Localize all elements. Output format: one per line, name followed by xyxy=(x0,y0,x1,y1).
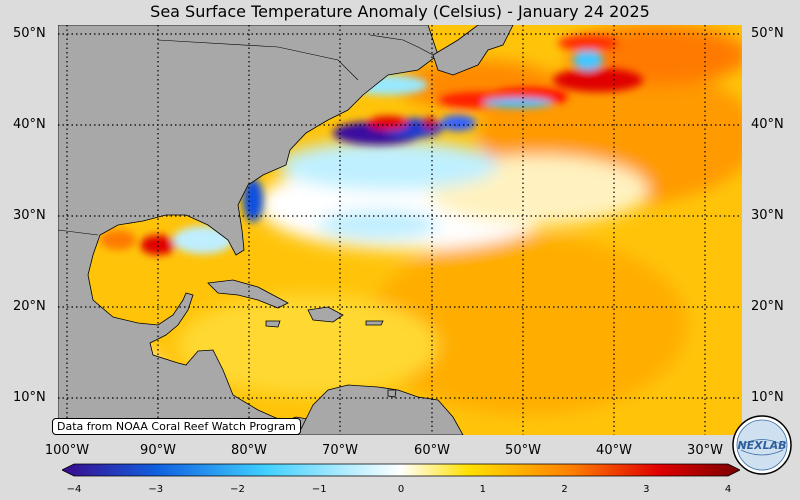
jamaica-land xyxy=(265,320,281,328)
data-source-note: Data from NOAA Coral Reef Watch Program xyxy=(52,418,301,435)
lon-label-30w: 30°W xyxy=(687,443,723,458)
graticule xyxy=(58,25,742,435)
us-mexico-border xyxy=(58,229,99,236)
lon-label-100w: 100°W xyxy=(44,443,90,458)
lat-label-30n-right: 30°N xyxy=(751,208,784,223)
colorbar-tick-label: −3 xyxy=(148,484,164,495)
lat-label-10n-right: 10°N xyxy=(751,390,784,405)
lat-label-20n-right: 20°N xyxy=(751,299,784,314)
logo-text: NEXLAB xyxy=(737,439,786,452)
lon-label-70w: 70°W xyxy=(322,443,358,458)
colorbar-bar xyxy=(61,463,741,477)
colorbar-graphic xyxy=(61,463,741,477)
colorbar-tick-label: −4 xyxy=(66,484,82,495)
nexlab-logo-icon: NEXLAB xyxy=(732,415,792,475)
colorbar-tick-label: 4 xyxy=(724,484,732,495)
map-title: Sea Surface Temperature Anomaly (Celsius… xyxy=(150,2,650,21)
lat-label-10n-left: 10°N xyxy=(13,390,46,405)
lon-label-90w: 90°W xyxy=(140,443,176,458)
colorbar-tick-label: 0 xyxy=(397,484,405,495)
puerto-rico-land xyxy=(365,320,384,326)
colorbar-tick-label: 1 xyxy=(479,484,486,495)
nexlab-logo: NEXLAB xyxy=(731,414,793,476)
north-america-land xyxy=(58,25,439,435)
lat-label-50n-right: 50°N xyxy=(751,26,784,41)
south-america-land xyxy=(297,384,464,435)
newfoundland-land xyxy=(432,25,514,76)
lon-label-50w: 50°W xyxy=(505,443,541,458)
state-border xyxy=(369,34,434,56)
anomaly-map-canvas xyxy=(58,25,742,435)
border-lines xyxy=(157,39,359,81)
colorbar-tick-label: 2 xyxy=(561,484,568,495)
lon-label-80w: 80°W xyxy=(231,443,267,458)
lat-label-30n-left: 30°N xyxy=(13,208,46,223)
anomaly-map[interactable] xyxy=(58,25,742,435)
colorbar xyxy=(61,462,741,477)
colorbar-tick-label: −2 xyxy=(230,484,245,495)
lon-label-60w: 60°W xyxy=(414,443,450,458)
colorbar-tick-label: −1 xyxy=(311,484,327,495)
colorbar-tick-label: 3 xyxy=(643,484,650,495)
anomaly-features xyxy=(73,35,643,395)
trinidad-land xyxy=(387,389,397,398)
lon-label-40w: 40°W xyxy=(596,443,632,458)
land-masses xyxy=(58,25,514,435)
lat-label-40n-right: 40°N xyxy=(751,117,784,132)
lat-label-50n-left: 50°N xyxy=(13,26,46,41)
lat-label-40n-left: 40°N xyxy=(13,117,46,132)
lat-label-20n-left: 20°N xyxy=(13,299,46,314)
cuba-land xyxy=(207,279,289,309)
